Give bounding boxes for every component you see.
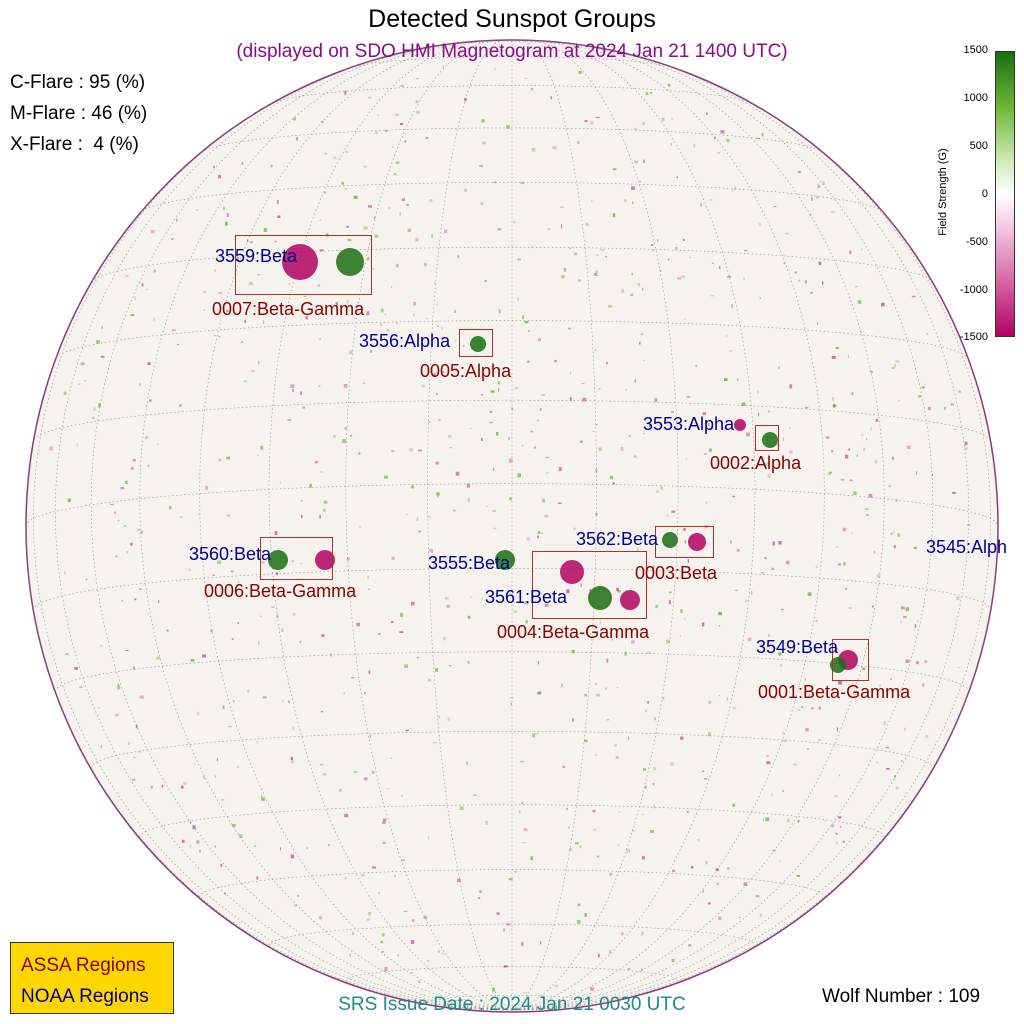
region-box-0005: [459, 329, 493, 357]
region-box-0003: [655, 526, 714, 558]
region-box-0002: [755, 425, 779, 451]
legend-noaa-label: NOAA Regions: [21, 986, 149, 1007]
noaa-label-3561: 3561:Beta: [485, 587, 568, 607]
m-flare-probability: M-Flare : 46 (%): [10, 103, 148, 124]
colorbar-tick: 1000: [963, 92, 988, 104]
colorbar-tick: -500: [965, 236, 988, 248]
noaa-label-3555: 3555:Beta: [428, 553, 511, 573]
colorbar-tick: 500: [969, 140, 988, 152]
region-box-0007: [235, 235, 372, 295]
noaa-label-3553: 3553:Alpha: [643, 414, 735, 434]
legend-assa-label: ASSA Regions: [21, 955, 146, 976]
srs-issue-date: SRS Issue Date : 2024 Jan 21 0030 UTC: [338, 994, 686, 1015]
page-title: Detected Sunspot Groups: [368, 5, 656, 33]
field-strength-colorbar: [995, 51, 1015, 337]
colorbar-title: Field Strength (G): [937, 148, 949, 236]
colorbar-tick: 1500: [963, 44, 988, 56]
region-box-0004: [532, 551, 647, 619]
colorbar-tick: -1000: [959, 284, 988, 296]
assa-label-0005: 0005:Alpha: [420, 361, 512, 381]
page-subtitle: (displayed on SDO HMI Magnetogram at 202…: [236, 41, 788, 62]
noaa-label-3556: 3556:Alpha: [359, 331, 451, 351]
noaa-label-3549: 3549:Beta: [756, 637, 839, 657]
noaa-label-3559: 3559:Beta: [215, 246, 298, 266]
assa-label-0002: 0002:Alpha: [710, 453, 802, 473]
assa-label-0004: 0004:Beta-Gamma: [497, 622, 650, 642]
noaa-label-3562: 3562:Beta: [576, 529, 659, 549]
x-flare-probability: X-Flare : 4 (%): [10, 134, 139, 155]
noaa-label-3545: 3545:Alph: [926, 537, 1008, 557]
region-box-0001: [832, 639, 869, 681]
assa-label-0006: 0006:Beta-Gamma: [204, 581, 357, 601]
assa-label-0007: 0007:Beta-Gamma: [212, 299, 365, 319]
region-box-0006: [260, 537, 333, 580]
colorbar-tick: 0: [981, 188, 988, 200]
assa-label-0003: 0003:Beta: [635, 563, 718, 583]
wolf-number: Wolf Number : 109: [822, 986, 981, 1007]
region-legend: ASSA Regions NOAA Regions: [10, 942, 174, 1014]
noaa-label-3560: 3560:Beta: [189, 544, 272, 564]
c-flare-probability: C-Flare : 95 (%): [10, 72, 146, 93]
colorbar-tick: -1500: [959, 331, 988, 343]
assa-label-0001: 0001:Beta-Gamma: [758, 682, 911, 702]
